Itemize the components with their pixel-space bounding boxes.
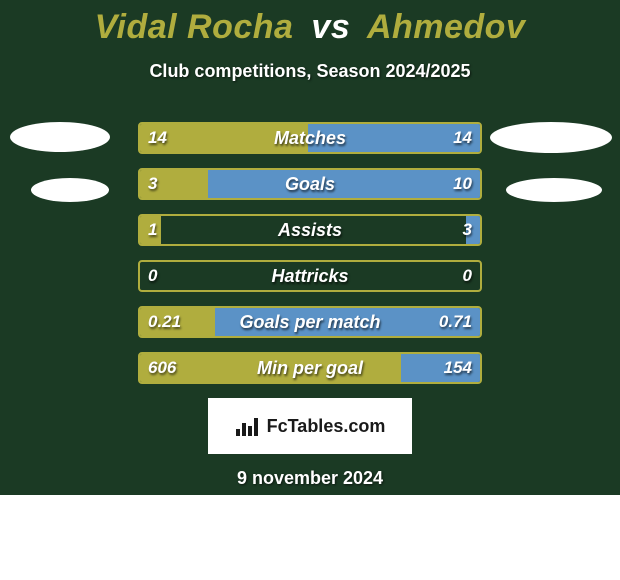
- stat-row: Matches1414: [0, 122, 620, 154]
- player1-name: Vidal Rocha: [95, 8, 294, 46]
- stat-value-left: 1: [148, 214, 157, 246]
- bar-right-border: [308, 260, 482, 292]
- stat-value-left: 606: [148, 352, 176, 384]
- stat-value-right: 0: [463, 260, 472, 292]
- stat-value-left: 0: [148, 260, 157, 292]
- stat-bar-track: [138, 260, 482, 292]
- stat-rows: Matches1414Goals310Assists13Hattricks00G…: [0, 122, 620, 384]
- comparison-title: Vidal Rocha vs Ahmedov: [0, 0, 620, 47]
- stat-value-right: 3: [463, 214, 472, 246]
- vs-label: vs: [311, 8, 350, 46]
- subtitle: Club competitions, Season 2024/2025: [0, 61, 620, 82]
- date-text: 9 november 2024: [0, 468, 620, 489]
- attribution-text: FcTables.com: [267, 416, 386, 437]
- stat-value-right: 10: [453, 168, 472, 200]
- stat-bar-track: [138, 168, 482, 200]
- bar-right-border: [308, 214, 482, 246]
- chart-bars-icon: [235, 415, 261, 437]
- stat-row: Goals310: [0, 168, 620, 200]
- stat-row: Hattricks00: [0, 260, 620, 292]
- stat-bar-track: [138, 306, 482, 338]
- bar-left-fill: [140, 354, 405, 382]
- stat-value-left: 3: [148, 168, 157, 200]
- stat-value-right: 0.71: [439, 306, 472, 338]
- stat-value-right: 14: [453, 122, 472, 154]
- player2-name: Ahmedov: [367, 8, 525, 46]
- stat-value-right: 154: [444, 352, 472, 384]
- bar-right-fill: [208, 170, 480, 198]
- stat-bar-track: [138, 122, 482, 154]
- attribution-box: FcTables.com: [208, 398, 412, 454]
- stat-value-left: 0.21: [148, 306, 181, 338]
- stat-row: Assists13: [0, 214, 620, 246]
- stat-bar-track: [138, 352, 482, 384]
- stat-bar-track: [138, 214, 482, 246]
- stat-row: Goals per match0.210.71: [0, 306, 620, 338]
- stat-row: Min per goal606154: [0, 352, 620, 384]
- stat-value-left: 14: [148, 122, 167, 154]
